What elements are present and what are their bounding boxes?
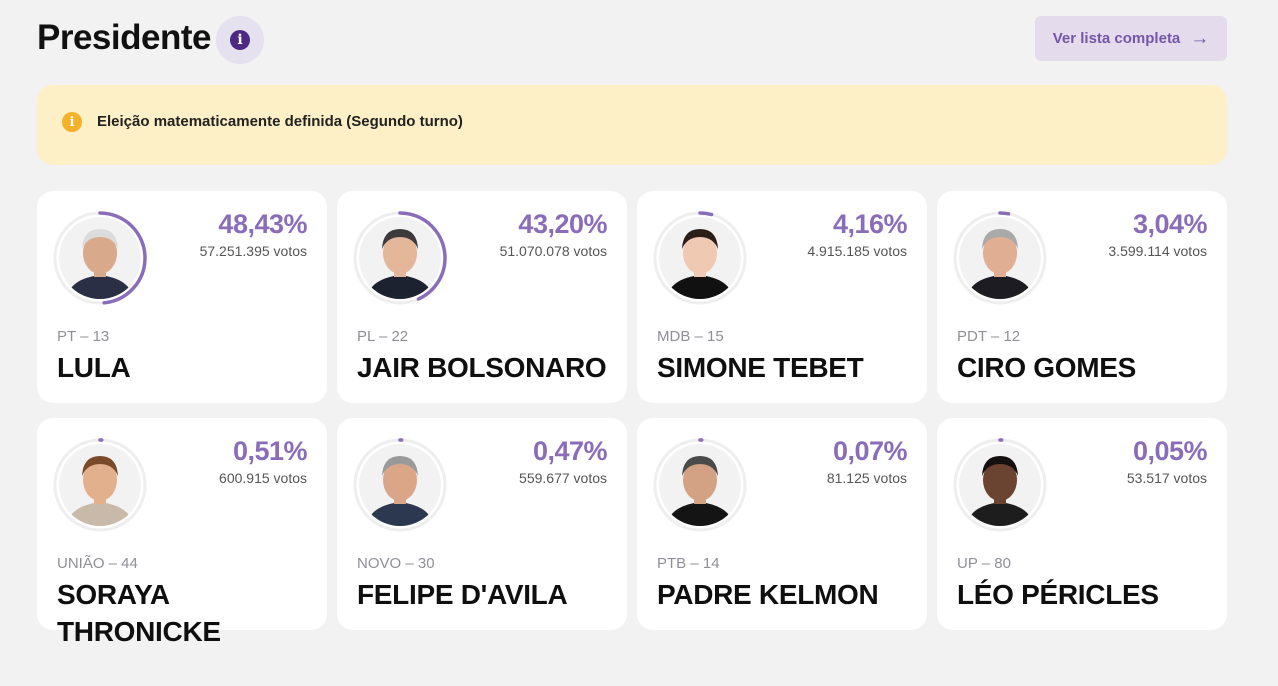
candidate-photo <box>951 436 1049 534</box>
vote-percentage: 0,07% <box>832 436 908 466</box>
vote-percentage: 3,04% <box>1132 209 1208 239</box>
candidate-card[interactable]: 48,43% 57.251.395 votos PT – 13 LULA <box>37 191 327 403</box>
candidate-card[interactable]: 43,20% 51.070.078 votos PL – 22 JAIR BOL… <box>337 191 627 403</box>
vote-progress-ring <box>353 438 447 532</box>
page-title: Presidente <box>37 18 211 57</box>
candidate-name: LÉO PÉRICLES <box>957 579 1159 610</box>
vote-percentage: 0,47% <box>532 436 608 466</box>
vote-percentage: 48,43% <box>218 209 307 239</box>
vote-count: 600.915 votos <box>219 470 307 486</box>
vote-count: 57.251.395 votos <box>199 243 307 259</box>
candidate-portrait <box>659 217 741 299</box>
info-icon: i <box>230 30 250 50</box>
page-header: Presidente i Ver lista completa → <box>37 16 1227 64</box>
full-list-label: Ver lista completa <box>1052 30 1181 47</box>
arrow-right-icon: → <box>1190 28 1210 49</box>
vote-progress-ring <box>653 211 747 305</box>
vote-progress-arc <box>953 438 1047 532</box>
vote-percentage: 0,05% <box>1132 436 1208 466</box>
candidate-portrait <box>359 444 441 526</box>
candidate-grid: 48,43% 57.251.395 votos PT – 13 LULA 43,… <box>37 191 1227 647</box>
party-number: PL – 22 <box>357 328 409 345</box>
vote-progress-ring <box>53 211 147 305</box>
candidate-name: SORAYA THRONICKE <box>57 579 221 647</box>
vote-progress-arc <box>53 438 147 532</box>
vote-progress-ring <box>653 438 747 532</box>
candidate-card[interactable]: 3,04% 3.599.114 votos PDT – 12 CIRO GOME… <box>937 191 1227 403</box>
candidate-name: LULA <box>57 352 131 383</box>
candidate-photo <box>51 436 149 534</box>
candidate-name: SIMONE TEBET <box>657 352 864 383</box>
candidate-photo <box>351 436 449 534</box>
info-button[interactable]: i <box>216 16 264 64</box>
party-number: UNIÃO – 44 <box>57 555 138 572</box>
vote-progress-arc <box>653 211 747 305</box>
vote-percentage: 43,20% <box>518 209 607 239</box>
candidate-name: FELIPE D'AVILA <box>357 579 568 610</box>
vote-progress-arc <box>953 211 1047 305</box>
full-list-button[interactable]: Ver lista completa → <box>1035 16 1227 61</box>
vote-progress-arc <box>353 211 447 305</box>
alert-text: Eleição matematicamente definida (Segund… <box>97 113 463 130</box>
candidate-portrait <box>959 217 1041 299</box>
party-number: PT – 13 <box>57 328 110 345</box>
candidate-card[interactable]: 0,07% 81.125 votos PTB – 14 PADRE KELMON <box>637 418 927 630</box>
party-number: PDT – 12 <box>957 328 1021 345</box>
vote-percentage: 4,16% <box>832 209 908 239</box>
candidate-portrait <box>659 444 741 526</box>
vote-progress-arc <box>653 438 747 532</box>
vote-count: 53.517 votos <box>1126 470 1207 486</box>
candidate-card[interactable]: 0,05% 53.517 votos UP – 80 LÉO PÉRICLES <box>937 418 1227 630</box>
vote-count: 3.599.114 votos <box>1108 243 1207 259</box>
vote-count: 559.677 votos <box>519 470 607 486</box>
vote-count: 81.125 votos <box>826 470 907 486</box>
candidate-card[interactable]: 0,51% 600.915 votos UNIÃO – 44 SORAYA TH… <box>37 418 327 647</box>
vote-progress-ring <box>53 438 147 532</box>
candidate-portrait <box>59 444 141 526</box>
party-number: UP – 80 <box>957 555 1011 572</box>
candidate-photo <box>51 209 149 307</box>
candidate-card[interactable]: 4,16% 4.915.185 votos MDB – 15 SIMONE TE… <box>637 191 927 403</box>
election-alert: i Eleição matematicamente definida (Segu… <box>37 85 1227 165</box>
vote-progress-ring <box>353 211 447 305</box>
party-number: NOVO – 30 <box>357 555 435 572</box>
vote-progress-ring <box>953 211 1047 305</box>
info-icon: i <box>62 112 82 132</box>
vote-count: 51.070.078 votos <box>499 243 607 259</box>
candidate-name: PADRE KELMON <box>657 579 879 610</box>
candidate-photo <box>351 209 449 307</box>
candidate-photo <box>651 436 749 534</box>
candidate-name: CIRO GOMES <box>957 352 1137 383</box>
candidate-card[interactable]: 0,47% 559.677 votos NOVO – 30 FELIPE D'A… <box>337 418 627 630</box>
vote-progress-arc <box>353 438 447 532</box>
vote-progress-ring <box>953 438 1047 532</box>
candidate-portrait <box>359 217 441 299</box>
vote-count: 4.915.185 votos <box>807 243 907 259</box>
candidate-photo <box>651 209 749 307</box>
candidate-photo <box>951 209 1049 307</box>
vote-percentage: 0,51% <box>232 436 308 466</box>
party-number: PTB – 14 <box>657 555 720 572</box>
party-number: MDB – 15 <box>657 328 724 345</box>
candidate-name: JAIR BOLSONARO <box>357 352 607 383</box>
candidate-portrait <box>959 444 1041 526</box>
candidate-portrait <box>59 217 141 299</box>
vote-progress-arc <box>53 211 147 305</box>
